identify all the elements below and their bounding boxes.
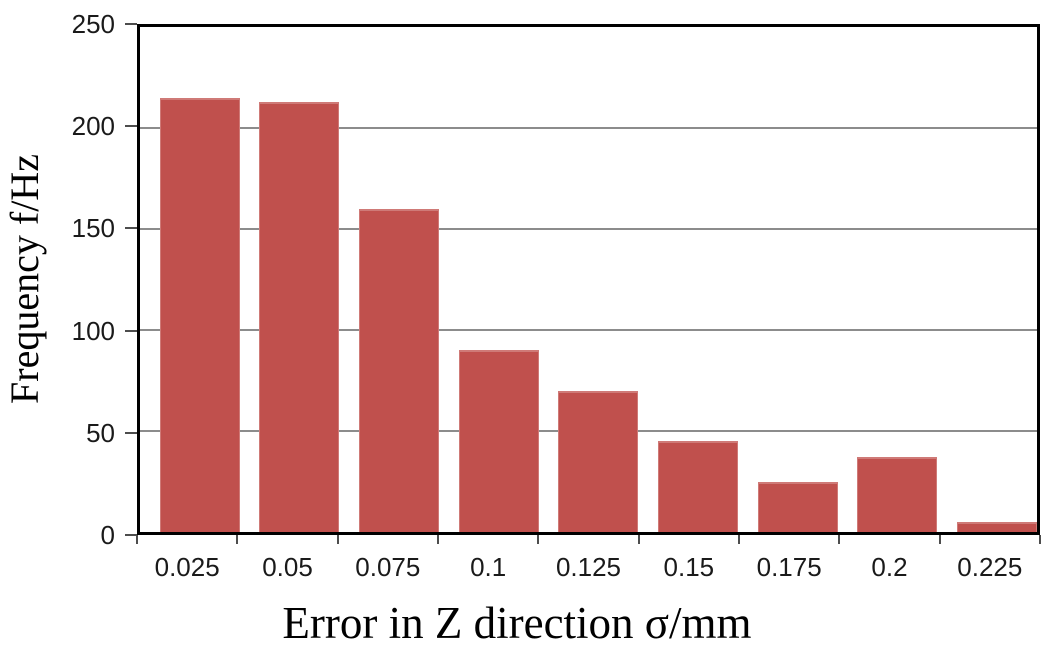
y-tick-mark-150 <box>125 227 137 230</box>
x-tick-mark-0 <box>136 535 138 544</box>
bar-0.025 <box>159 97 240 532</box>
y-tick-label-0: 0 <box>100 520 115 550</box>
y-tick-mark-50 <box>125 431 137 434</box>
x-tick-mark-8 <box>938 535 941 544</box>
bar-0.125 <box>558 390 639 532</box>
gridline-y-150 <box>140 228 1037 230</box>
x-tick-mark-2 <box>336 535 339 544</box>
x-tick-label-0.125: 0.125 <box>555 552 622 582</box>
bar-0.05 <box>259 101 340 532</box>
y-axis-title: Frequency f/Hz <box>2 154 47 404</box>
bar-0.2 <box>857 457 938 532</box>
y-tick-label-150: 150 <box>71 213 115 244</box>
x-tick-label-0.2: 0.2 <box>871 552 908 582</box>
plot-area <box>137 24 1040 535</box>
x-tick-label-0.225: 0.225 <box>957 552 1023 582</box>
bar-0.075 <box>359 208 439 532</box>
x-tick-mark-4 <box>537 535 540 544</box>
bar-0.225 <box>957 521 1037 532</box>
gridline-y-200 <box>140 127 1037 129</box>
x-tick-mark-3 <box>437 535 439 544</box>
x-tick-label-0.025: 0.025 <box>154 552 220 582</box>
bar-0.1 <box>458 350 539 532</box>
y-tick-label-100: 100 <box>71 315 115 346</box>
x-tick-mark-7 <box>838 535 841 544</box>
y-tick-mark-100 <box>125 329 137 332</box>
x-tick-label-0.15: 0.15 <box>663 552 715 582</box>
y-tick-mark-0 <box>125 534 137 536</box>
x-tick-label-0.075: 0.075 <box>355 552 421 582</box>
x-tick-label-0.1: 0.1 <box>470 552 507 582</box>
x-tick-mark-1 <box>236 535 239 544</box>
bar-0.15 <box>658 441 738 532</box>
x-tick-mark-6 <box>738 535 740 544</box>
bar-0.175 <box>757 481 838 532</box>
x-axis-title: Error in Z direction σ/mm <box>282 598 752 648</box>
y-tick-mark-200 <box>125 125 137 128</box>
gridline-y-100 <box>140 329 1037 331</box>
y-tick-label-200: 200 <box>71 111 115 142</box>
x-tick-mark-5 <box>637 535 640 544</box>
bars-layer <box>140 27 1037 532</box>
x-tick-label-0.05: 0.05 <box>262 552 313 582</box>
y-tick-label-50: 50 <box>86 417 115 448</box>
y-tick-mark-250 <box>125 23 137 25</box>
x-tick-mark-9 <box>1039 535 1041 544</box>
y-tick-label-250: 250 <box>71 9 115 39</box>
x-tick-label-0.175: 0.175 <box>756 552 822 582</box>
